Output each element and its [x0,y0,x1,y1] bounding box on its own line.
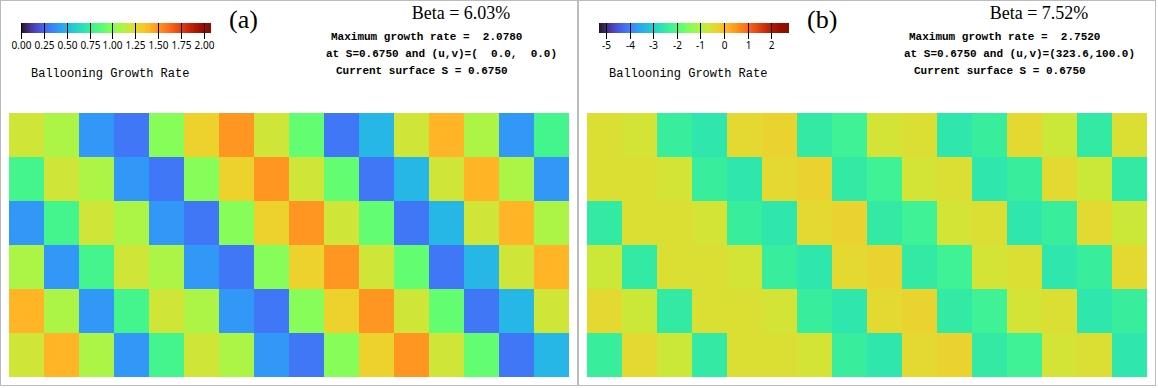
html-text:Maximum growth rate = 2.7520: Maximum growth rate = 2.7520 [909,31,1101,43]
svg-text:-2: -2 [673,38,682,52]
html-text:Beta = 6.03%: Beta = 6.03% [411,3,511,23]
html-text:Ballooning Growth Rate: Ballooning Growth Rate [31,67,190,81]
html-text:Current surface S = 0.6750: Current surface S = 0.6750 [336,65,508,77]
svg-text:1.25: 1.25 [126,38,146,52]
html-text:(b): (b) [807,5,838,34]
svg-text:0.25: 0.25 [35,38,55,52]
svg-text:1.00: 1.00 [103,38,123,52]
svg-text:1.50: 1.50 [149,38,169,52]
svg-text:0: 0 [722,38,728,52]
svg-text:2: 2 [769,38,775,52]
html-text:Ballooning Growth Rate: Ballooning Growth Rate [609,67,768,81]
svg-text:-5: -5 [602,38,611,52]
svg-text:0.50: 0.50 [58,38,78,52]
svg-text:-3: -3 [649,38,658,52]
html-text:Maximum growth rate = 2.0780: Maximum growth rate = 2.0780 [331,31,523,43]
svg-text:1: 1 [746,38,752,52]
svg-text:0.75: 0.75 [81,38,101,52]
svg-text:-1: -1 [696,38,705,52]
svg-text:-4: -4 [626,38,635,52]
svg-text:1.75: 1.75 [172,38,192,52]
html-text:at S=0.6750 and (u,v)=( 0.0, 0: at S=0.6750 and (u,v)=( 0.0, 0.0) [326,48,557,60]
html-text:(a): (a) [229,5,258,34]
html-text:Current surface S = 0.6750: Current surface S = 0.6750 [914,65,1086,77]
html-text:at S=0.6750 and (u,v)=(323.6,1: at S=0.6750 and (u,v)=(323.6,100.0) [904,48,1135,60]
svg-text:2.00: 2.00 [195,38,215,52]
svg-text:0.00: 0.00 [12,38,32,52]
html-text:Beta = 7.52%: Beta = 7.52% [989,3,1089,23]
